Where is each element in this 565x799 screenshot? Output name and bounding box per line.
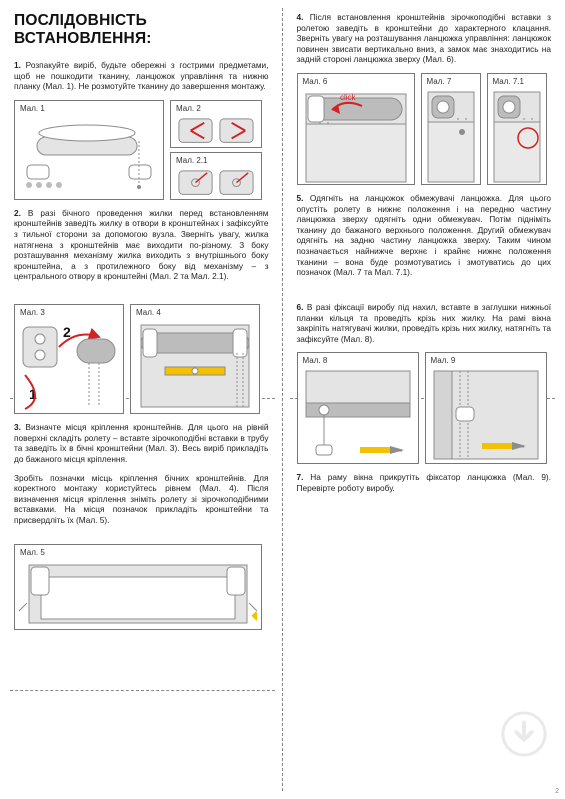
figure-3-num2: 2 — [63, 324, 71, 340]
step-1-body: Розпакуйте виріб, будьте обережні з гост… — [14, 60, 269, 91]
page: ПОСЛІДОВНІСТЬ ВСТАНОВЛЕННЯ: 1. Розпакуйт… — [0, 0, 565, 799]
fig-row-2: Мал. 3 1 2 Мал. 4 — [14, 304, 269, 414]
figure-5: Мал. 5 — [14, 544, 262, 630]
left-column: ПОСЛІДОВНІСТЬ ВСТАНОВЛЕННЯ: 1. Розпакуйт… — [0, 0, 283, 799]
figure-8-illus — [302, 367, 414, 463]
step-6-num: 6. — [297, 302, 304, 312]
figure-7-1: Мал. 7.1 — [487, 73, 547, 185]
step-1-num: 1. — [14, 60, 21, 70]
step-6-body: В разі фіксації виробу під нахил, вставт… — [297, 302, 552, 344]
spacer-3 — [297, 286, 552, 302]
step-4-text: 4. Після встановлення кронштейнів зірочк… — [297, 12, 552, 65]
step-7-num: 7. — [297, 472, 304, 482]
figure-3-label: Мал. 3 — [20, 308, 45, 317]
step-5-num: 5. — [297, 193, 304, 203]
spacer — [14, 290, 269, 304]
page-number: 2 — [555, 788, 559, 795]
step-6-text: 6. В разі фіксації виробу під нахил, вст… — [297, 302, 552, 344]
page-title: ПОСЛІДОВНІСТЬ ВСТАНОВЛЕННЯ: — [14, 12, 269, 48]
figure-3-illus: 1 2 — [19, 319, 119, 413]
step-2-body: В разі бічного проведення жилки перед вс… — [14, 208, 269, 282]
step-3-num: 3. — [14, 422, 21, 432]
left-divider-2 — [10, 690, 275, 691]
figure-2-stack: Мал. 2 Мал. 2.1 — [170, 100, 262, 200]
click-text: click — [340, 93, 357, 102]
fig-row-3: Мал. 6 click Мал. 7 — [297, 73, 552, 185]
vertical-divider — [282, 8, 283, 791]
figure-7-label: Мал. 7 — [427, 77, 452, 86]
step-7-body: На раму вікна прикрутіть фіксатор ланцюж… — [297, 472, 552, 493]
figure-7-1-illus — [492, 88, 542, 184]
step-2-num: 2. — [14, 208, 21, 218]
figure-2-1-illus — [175, 167, 257, 198]
figure-2-1: Мал. 2.1 — [170, 152, 262, 200]
figure-4-label: Мал. 4 — [136, 308, 161, 317]
step-3-text: 3. Визначте місця кріплення кронштейнів.… — [14, 422, 269, 464]
fig-row-4: Мал. 8 Мал. 9 — [297, 352, 552, 464]
figure-8-label: Мал. 8 — [303, 356, 328, 365]
figure-6: Мал. 6 click — [297, 73, 415, 185]
figure-5-label: Мал. 5 — [20, 548, 45, 557]
figure-2-illus — [175, 115, 257, 146]
step-3-body: Визначте місця кріплення кронштейнів. Дл… — [14, 422, 269, 464]
figure-6-label: Мал. 6 — [303, 77, 328, 86]
figure-4: Мал. 4 — [130, 304, 260, 414]
figure-9-label: Мал. 9 — [431, 356, 456, 365]
figure-9-illus — [430, 367, 542, 463]
fig-row-1: Мал. 1 Мал. 2 — [14, 100, 269, 200]
watermark-icon — [501, 711, 547, 757]
step-4-num: 4. — [297, 12, 304, 22]
right-column: 4. Після встановлення кронштейнів зірочк… — [283, 0, 565, 799]
figure-2-1-label: Мал. 2.1 — [176, 156, 207, 165]
step-2-text: 2. В разі бічного проведення жилки перед… — [14, 208, 269, 282]
step-4-body: Після встановлення кронштейнів зірочкопо… — [297, 12, 552, 64]
figure-7-illus — [426, 88, 476, 184]
figure-7-1-label: Мал. 7.1 — [493, 77, 524, 86]
figure-1-illus — [19, 115, 159, 197]
step-5-text: 5. Одягніть на ланцюжок обмежувачі ланцю… — [297, 193, 552, 278]
step-5-body: Одягніть на ланцюжок обмежувачі ланцюжка… — [297, 193, 552, 277]
spacer-2 — [14, 534, 269, 544]
figure-6-illus: click — [302, 88, 410, 184]
figure-4-illus — [135, 319, 255, 413]
figure-8: Мал. 8 — [297, 352, 419, 464]
step-1-text: 1. Розпакуйте виріб, будьте обережні з г… — [14, 60, 269, 92]
figure-9: Мал. 9 — [425, 352, 547, 464]
figure-5-illus — [19, 559, 257, 629]
step-7-text: 7. На раму вікна прикрутіть фіксатор лан… — [297, 472, 552, 493]
figure-1: Мал. 1 — [14, 100, 164, 200]
step-3b-text: Зробіть позначки місць кріплення бічних … — [14, 473, 269, 526]
figure-1-label: Мал. 1 — [20, 104, 45, 113]
figure-3: Мал. 3 1 2 — [14, 304, 124, 414]
figure-2: Мал. 2 — [170, 100, 262, 148]
figure-2-label: Мал. 2 — [176, 104, 201, 113]
figure-7: Мал. 7 — [421, 73, 481, 185]
